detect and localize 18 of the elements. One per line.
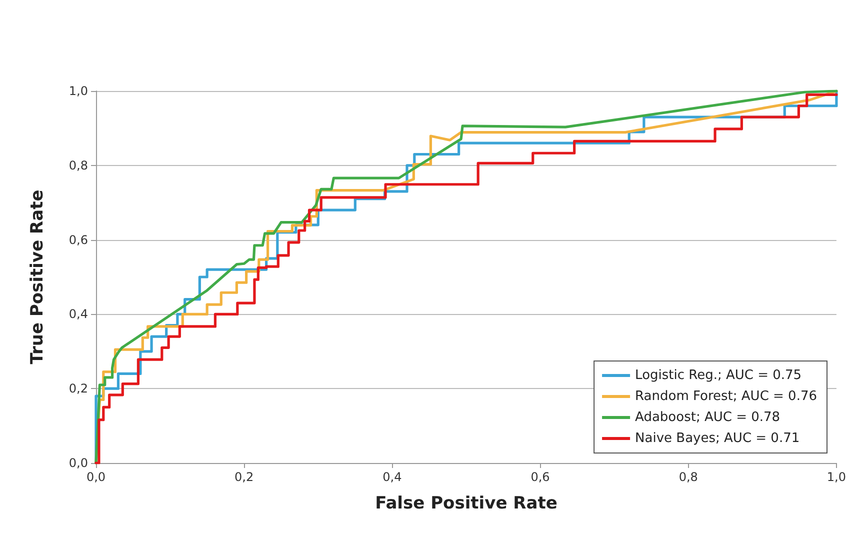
y-tick-label: 0,4 — [68, 307, 88, 322]
x-tick-label: 0,2 — [234, 470, 254, 484]
y-axis-title: True Positive Rate — [28, 190, 48, 364]
legend-label: Random Forest; AUC = 0.76 — [635, 389, 818, 404]
x-tick-label: 0,8 — [678, 470, 698, 484]
y-tick-label: 0,2 — [68, 382, 88, 396]
x-tick-label: 0,6 — [530, 470, 550, 484]
x-tick-label: 1,0 — [826, 470, 846, 484]
x-tick-label: 0,4 — [382, 470, 402, 484]
y-tick-label: 1,0 — [68, 84, 88, 98]
legend-label: Logistic Reg.; AUC = 0.75 — [635, 368, 802, 383]
y-tick-label: 0,8 — [68, 158, 88, 172]
x-axis-title: False Positive Rate — [375, 494, 558, 514]
legend-label: Adaboost; AUC = 0.78 — [635, 410, 780, 425]
y-tick-label: 0,0 — [68, 456, 88, 470]
legend-label: Naive Bayes; AUC = 0.71 — [635, 431, 800, 446]
y-tick-label: 0,6 — [68, 232, 88, 247]
x-tick-label: 0,0 — [86, 470, 106, 484]
